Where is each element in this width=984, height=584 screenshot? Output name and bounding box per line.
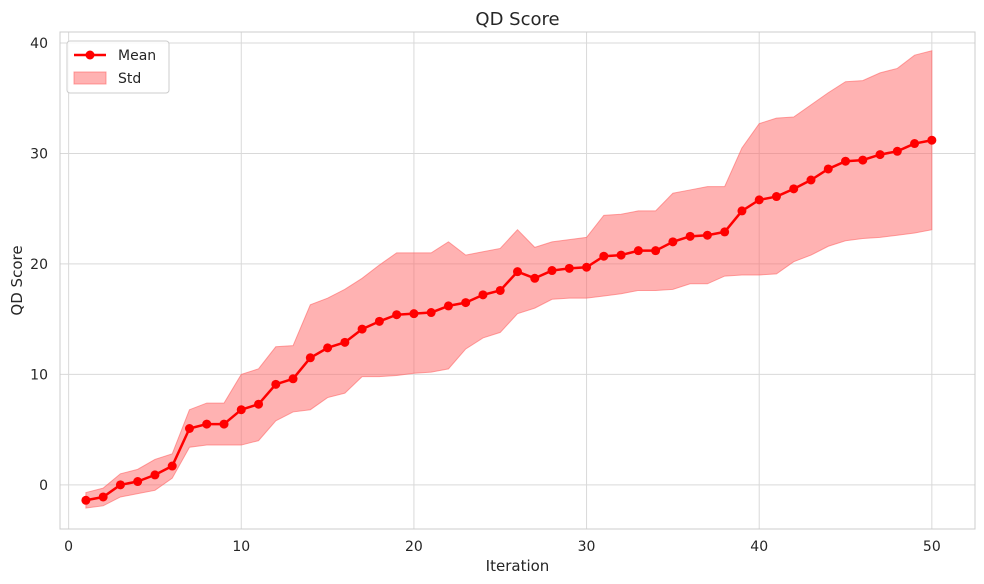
- mean-point: [495, 285, 505, 295]
- mean-point: [409, 309, 419, 319]
- mean-point: [236, 405, 246, 415]
- mean-point: [754, 195, 764, 205]
- y-axis-label: QD Score: [8, 245, 26, 315]
- x-tick-label: 0: [64, 539, 73, 555]
- x-tick-label: 30: [578, 539, 596, 555]
- legend: Mean Std: [66, 40, 170, 94]
- mean-point: [806, 175, 816, 185]
- mean-point: [685, 231, 695, 241]
- mean-point: [771, 192, 781, 202]
- legend-mean-marker: [85, 50, 95, 60]
- y-tick-label: 0: [39, 478, 48, 494]
- legend-mean-label: Mean: [118, 48, 156, 64]
- mean-point: [374, 316, 384, 326]
- mean-point: [858, 155, 868, 165]
- mean-point: [98, 492, 108, 502]
- x-tick-label: 40: [750, 539, 768, 555]
- mean-point: [702, 230, 712, 240]
- mean-point: [547, 266, 557, 276]
- mean-point: [115, 480, 125, 490]
- mean-point: [340, 337, 350, 347]
- mean-point: [530, 273, 540, 283]
- mean-point: [357, 324, 367, 334]
- mean-points: [81, 135, 937, 505]
- mean-point: [616, 250, 626, 260]
- plot-frame: [59, 31, 976, 530]
- mean-point: [564, 263, 574, 273]
- mean-point: [720, 227, 730, 237]
- mean-point: [167, 461, 177, 471]
- mean-point: [271, 379, 281, 389]
- mean-point: [668, 237, 678, 247]
- legend-std-swatch: [73, 71, 107, 85]
- mean-point: [305, 353, 315, 363]
- mean-point: [254, 399, 264, 409]
- y-tick-labels: 0 10 20 30 40: [30, 36, 48, 494]
- chart-title: QD Score: [475, 9, 559, 30]
- mean-point: [478, 290, 488, 300]
- mean-point: [892, 146, 902, 156]
- mean-point: [841, 156, 851, 166]
- y-tick-label: 10: [30, 367, 48, 383]
- mean-point: [202, 419, 212, 429]
- mean-point: [737, 206, 747, 216]
- mean-point: [150, 470, 160, 480]
- mean-point: [910, 139, 920, 149]
- mean-point: [392, 310, 402, 320]
- mean-point: [789, 184, 799, 194]
- x-tick-label: 50: [923, 539, 941, 555]
- y-tick-label: 30: [30, 146, 48, 162]
- mean-point: [651, 246, 661, 256]
- mean-point: [875, 150, 885, 160]
- mean-point: [461, 298, 471, 308]
- mean-point: [426, 308, 436, 318]
- x-axis-label: Iteration: [486, 557, 550, 575]
- y-tick-label: 20: [30, 257, 48, 273]
- mean-point: [219, 419, 229, 429]
- mean-point: [513, 267, 522, 277]
- mean-point: [823, 164, 833, 174]
- mean-point: [443, 301, 453, 311]
- mean-point: [633, 246, 643, 256]
- legend-std-label: Std: [118, 71, 141, 87]
- x-tick-labels: 0 10 20 30 40 50: [64, 539, 941, 555]
- mean-point: [323, 343, 333, 353]
- x-tick-label: 10: [232, 539, 250, 555]
- x-tick-label: 20: [405, 539, 423, 555]
- mean-point: [184, 423, 194, 433]
- mean-point: [582, 262, 592, 272]
- y-tick-label: 40: [30, 36, 48, 52]
- mean-point: [927, 135, 937, 145]
- mean-point: [288, 374, 298, 384]
- mean-point: [81, 495, 91, 505]
- mean-point: [133, 477, 143, 487]
- mean-point: [599, 251, 609, 261]
